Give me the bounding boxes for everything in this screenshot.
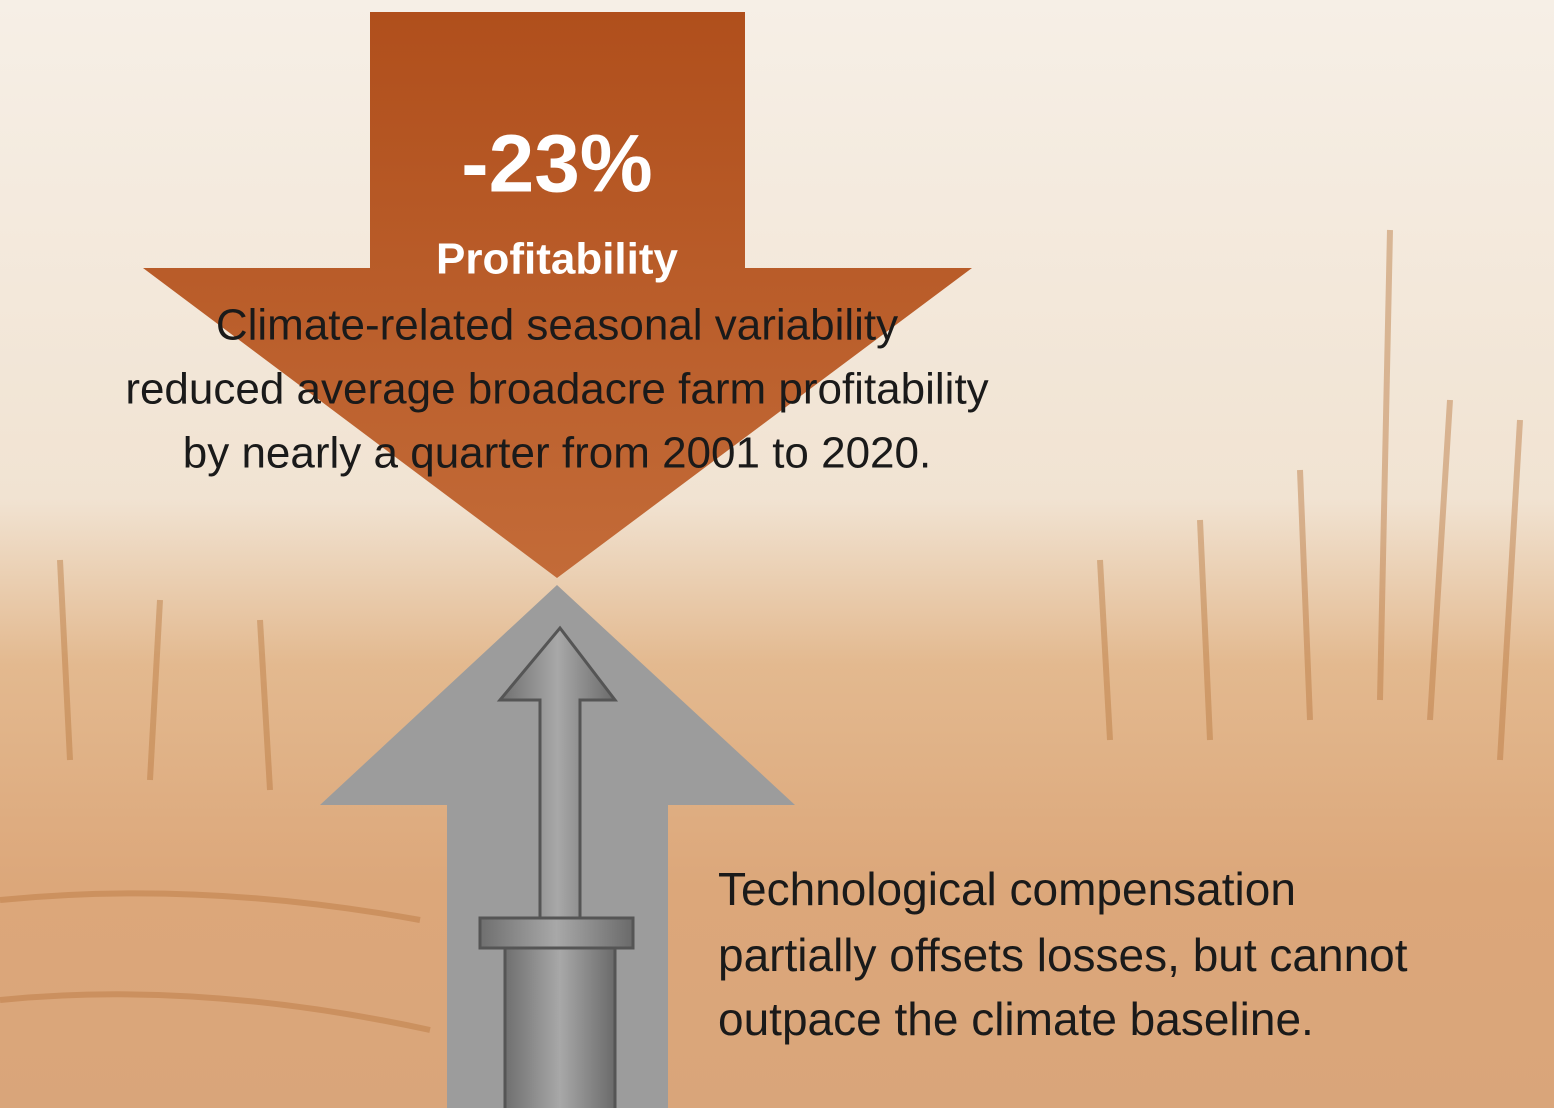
page: -23% Profitability Climate-related seaso…	[0, 0, 1554, 1108]
piston-cap	[480, 918, 633, 948]
text-line: partially offsets losses, but cannot	[718, 929, 1408, 981]
figure: -23%	[461, 119, 652, 210]
climate-text: Climate-related seasonal variability red…	[125, 301, 988, 478]
text-line: Climate-related seasonal variability	[216, 301, 898, 350]
infographic: -23% Profitability Climate-related seaso…	[0, 0, 1554, 1108]
text-line: Technological compensation	[718, 863, 1296, 915]
figure-label: Profitability	[436, 235, 679, 284]
piston-body	[505, 948, 615, 1108]
text-line: reduced average broadacre farm profitabi…	[125, 365, 988, 414]
text-line: outpace the climate baseline.	[718, 993, 1314, 1045]
text-line: by nearly a quarter from 2001 to 2020.	[183, 429, 931, 478]
